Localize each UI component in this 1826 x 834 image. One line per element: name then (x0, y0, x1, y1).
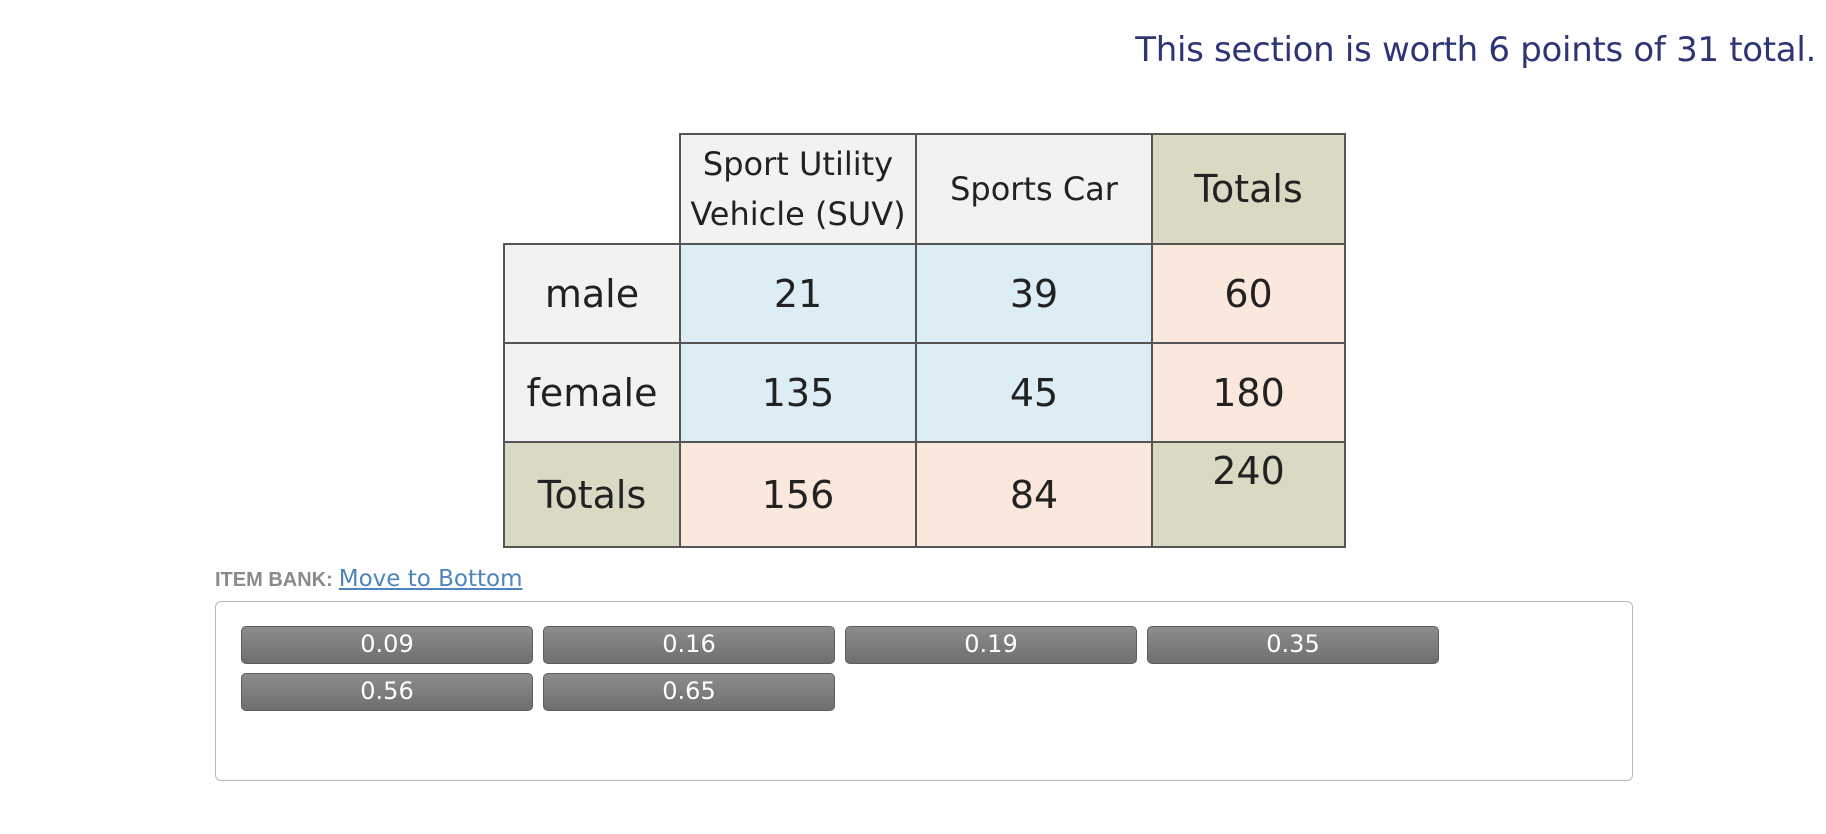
answer-chip-0-65[interactable]: 0.65 (543, 673, 835, 711)
answer-chip-0-09[interactable]: 0.09 (241, 626, 533, 664)
answer-chip-0-19[interactable]: 0.19 (845, 626, 1137, 664)
table-corner-blank (504, 134, 680, 244)
item-bank-label: ITEM BANK: (215, 569, 333, 591)
table-row-female: female 135 45 180 (503, 342, 1346, 443)
table-header-row: Sport Utility Vehicle (SUV) Sports Car T… (504, 133, 1346, 245)
item-bank-container[interactable]: 0.09 0.16 0.19 0.35 0.56 0.65 (215, 601, 1633, 781)
table-row-male: male 21 39 60 (503, 243, 1346, 344)
cell-totals-sports-car: 84 (915, 441, 1153, 548)
col-header-sports-car: Sports Car (915, 133, 1153, 245)
col-header-suv-line1: Sport Utility (702, 145, 894, 183)
row-label-male: male (503, 243, 681, 344)
row-label-totals: Totals (503, 441, 681, 548)
col-header-suv-line2: Vehicle (SUV) (690, 195, 906, 233)
section-points-heading: This section is worth 6 points of 31 tot… (1135, 30, 1816, 70)
col-header-totals: Totals (1151, 133, 1346, 245)
cell-male-suv: 21 (679, 243, 917, 344)
answer-chip-0-16[interactable]: 0.16 (543, 626, 835, 664)
row-label-female: female (503, 342, 681, 443)
col-header-suv: Sport Utility Vehicle (SUV) (679, 133, 917, 245)
answer-chip-0-56[interactable]: 0.56 (241, 673, 533, 711)
answer-chip-0-35[interactable]: 0.35 (1147, 626, 1439, 664)
contingency-table-image: Sport Utility Vehicle (SUV) Sports Car T… (503, 133, 1346, 548)
cell-totals-suv: 156 (679, 441, 917, 548)
cell-female-suv: 135 (679, 342, 917, 443)
contingency-table: Sport Utility Vehicle (SUV) Sports Car T… (503, 133, 1346, 548)
item-bank-header: ITEM BANK: Move to Bottom (215, 566, 523, 592)
cell-male-total: 60 (1151, 243, 1346, 344)
table-row-totals: Totals 156 84 240 (503, 441, 1346, 548)
item-bank-chips: 0.09 0.16 0.19 0.35 0.56 0.65 (241, 626, 1461, 711)
cell-grand-total: 240 (1151, 441, 1346, 548)
move-to-bottom-link[interactable]: Move to Bottom (338, 566, 523, 592)
cell-female-sports-car: 45 (915, 342, 1153, 443)
cell-male-sports-car: 39 (915, 243, 1153, 344)
cell-female-total: 180 (1151, 342, 1346, 443)
